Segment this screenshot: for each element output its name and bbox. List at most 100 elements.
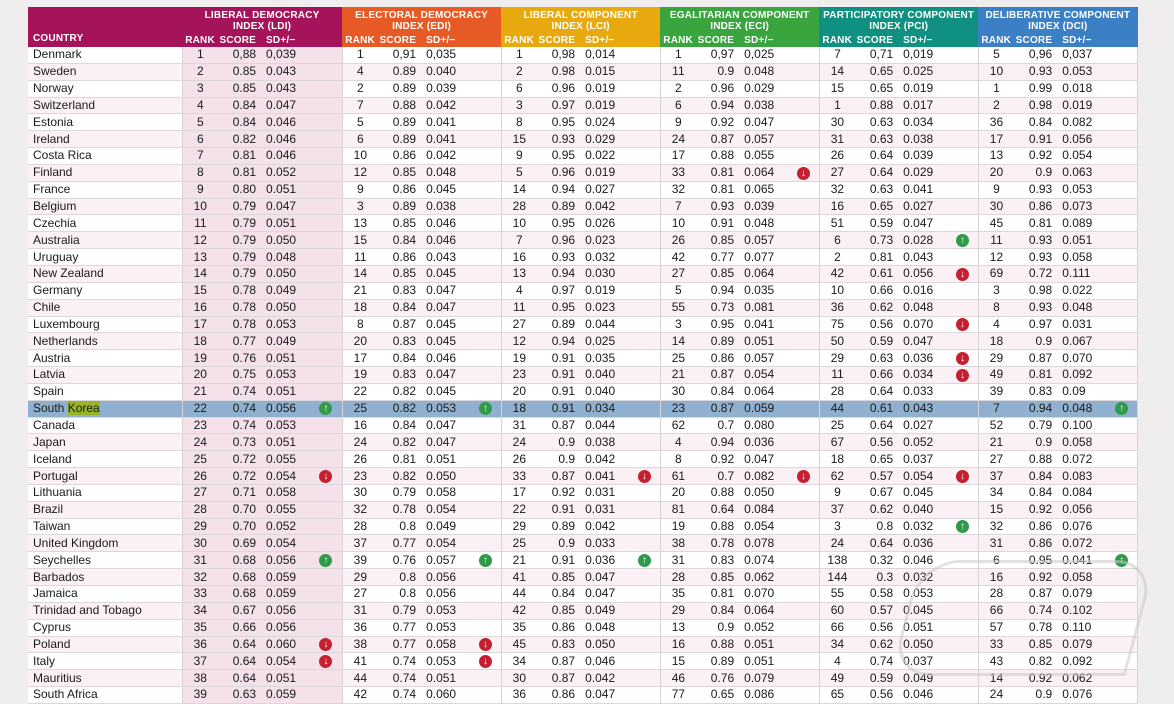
table-row[interactable]: Spain 21 0.74 0.051 22 0.82 0.045 20 0.91 0.040 30… (28, 383, 1139, 401)
ldi-trend (310, 366, 343, 384)
eci-sd: 0.065 (738, 181, 789, 199)
table-row[interactable]: Norway 3 0.85 0.043 2 0.89 0.039 6 0.96 0.019 2 0.9… (28, 80, 1139, 98)
eci-sd: 0.051 (738, 636, 789, 654)
ldi-rank: 12 (182, 231, 219, 250)
table-row[interactable]: United Kingdom 30 0.69 0.054 37 0.77 0.054 25 0.… (28, 534, 1139, 553)
pci-sd: 0.036 (897, 534, 948, 553)
table-row[interactable]: Chile 16 0.78 0.050 18 0.84 0.047 11 0.95 0.023 55… (28, 299, 1139, 317)
country-name: Costa Rica (28, 147, 183, 165)
eci-trend (788, 265, 820, 283)
table-row[interactable]: Lithuania 27 0.71 0.058 30 0.79 0.058 17 0.92 0.0… (28, 484, 1139, 502)
table-row[interactable]: Australia 12 0.79 0.050 15 0.84 0.046 7 0.96 0.02… (28, 231, 1139, 250)
ldi-sd: 0.050 (260, 265, 311, 283)
country-name: Iceland (28, 450, 183, 469)
pci-trend (947, 181, 979, 199)
table-row[interactable]: South Korea 22 0.74 0.056 ↑ 25 0.82 0.053 ↑ 18 0.9… (28, 400, 1139, 418)
table-row[interactable]: Czechia 11 0.79 0.051 13 0.85 0.046 10 0.95 0.026… (28, 214, 1139, 233)
lci-trend (629, 164, 661, 182)
lci-score: 0.87 (537, 669, 580, 688)
table-row[interactable]: Uruguay 13 0.79 0.048 11 0.86 0.043 16 0.93 0.032… (28, 248, 1139, 266)
table-row[interactable]: Italy 37 0.64 0.054 ↓ 41 0.74 0.053 ↓ 34 0.87 0.046… (28, 652, 1139, 671)
table-row[interactable]: Austria 19 0.76 0.051 17 0.84 0.046 19 0.91 0.035… (28, 349, 1139, 368)
country-name: South Korea (28, 400, 183, 418)
edi-sd: 0,035 (420, 47, 471, 64)
table-row[interactable]: Switzerland 4 0.84 0.047 7 0.88 0.042 3 0.97 0.01… (28, 97, 1139, 115)
edi-rank: 17 (342, 349, 379, 368)
table-row[interactable]: Trinidad and Tobago 34 0.67 0.056 31 0.79 0.05… (28, 602, 1139, 620)
ldi-rank: 31 (182, 551, 219, 570)
table-row[interactable]: Portugal 26 0.72 0.054 ↓ 23 0.82 0.050 33 0.87 0.0… (28, 467, 1139, 485)
table-row[interactable]: France 9 0.80 0.051 9 0.86 0.045 14 0.94 0.027 32 0… (28, 181, 1139, 199)
ldi-rank: 26 (182, 467, 219, 485)
lci-trend (629, 231, 661, 250)
table-row[interactable]: Mauritius 38 0.64 0.051 44 0.74 0.051 30 0.87 0.0… (28, 669, 1139, 688)
table-row[interactable]: Canada 23 0.74 0.053 16 0.84 0.047 31 0.87 0.044 6… (28, 417, 1139, 435)
lci-score: 0.94 (537, 265, 580, 283)
table-row[interactable]: Cyprus 35 0.66 0.056 36 0.77 0.053 35 0.86 0.048 1… (28, 619, 1139, 637)
table-row[interactable]: Ireland 6 0.82 0.046 6 0.89 0.041 15 0.93 0.029 24… (28, 130, 1139, 149)
lci-rank: 19 (501, 349, 538, 368)
pci-rank: 32 (819, 181, 856, 199)
dci-trend: ↑ (1106, 400, 1139, 418)
table-row[interactable]: Sweden 2 0.85 0.043 4 0.89 0.040 2 0.98 0.015 11 0.… (28, 63, 1139, 81)
dci-rank: 11 (978, 231, 1015, 250)
lci-sd: 0.048 (579, 619, 630, 637)
table-row[interactable]: Luxembourg 17 0.78 0.053 8 0.87 0.045 27 0.89 0.0… (28, 316, 1139, 334)
lci-score: 0.83 (537, 636, 580, 654)
eci-rank: 24 (660, 130, 697, 149)
eci-sd: 0.036 (738, 433, 789, 452)
pci-score: 0.57 (855, 602, 898, 620)
ldi-rank: 20 (182, 366, 219, 384)
table-row[interactable]: Costa Rica 7 0.81 0.046 10 0.86 0.042 9 0.95 0.02… (28, 147, 1139, 165)
pci-score: 0.3 (855, 568, 898, 586)
ldi-trend (310, 299, 343, 317)
country-name: Estonia (28, 113, 183, 132)
table-row[interactable]: Germany 15 0.78 0.049 21 0.83 0.047 4 0.97 0.019 5… (28, 282, 1139, 300)
pci-rank: 51 (819, 214, 856, 233)
table-row[interactable]: Poland 36 0.64 0.060 ↓ 38 0.77 0.058 ↓ 45 0.83 0.05… (28, 636, 1139, 654)
ldi-trend: ↓ (310, 652, 343, 671)
lci-trend (629, 501, 661, 519)
table-row[interactable]: Taiwan 29 0.70 0.052 28 0.8 0.049 29 0.89 0.042 19… (28, 518, 1139, 536)
lci-score: 0.91 (537, 400, 580, 418)
country-name: Taiwan (28, 518, 183, 536)
table-row[interactable]: Finland 8 0.81 0.052 12 0.85 0.048 5 0.96 0.019 33… (28, 164, 1139, 182)
country-name: New Zealand (28, 265, 183, 283)
table-row[interactable]: Seychelles 31 0.68 0.056 ↑ 39 0.76 0.057 ↑ 21 0.91… (28, 551, 1139, 570)
pci-trend (947, 534, 979, 553)
country-name: Barbados (28, 568, 183, 586)
dci-trend (1106, 147, 1139, 165)
table-row[interactable]: Brazil 28 0.70 0.055 32 0.78 0.054 22 0.91 0.031 8… (28, 501, 1139, 519)
edi-score: 0.89 (378, 113, 421, 132)
lci-sd: 0.042 (579, 198, 630, 216)
country-name: Italy (28, 652, 183, 671)
country-name: Luxembourg (28, 316, 183, 334)
table-row[interactable]: Belgium 10 0.79 0.047 3 0.89 0.038 28 0.89 0.042 7… (28, 198, 1139, 216)
table-row[interactable]: Jamaica 33 0.68 0.059 27 0.8 0.056 44 0.84 0.047 3… (28, 585, 1139, 603)
edi-sd: 0.053 (420, 400, 471, 418)
dci-sd: 0.067 (1056, 332, 1107, 351)
table-row[interactable]: Iceland 25 0.72 0.055 26 0.81 0.051 26 0.9 0.042 8… (28, 450, 1139, 469)
table-row[interactable]: Japan 24 0.73 0.051 24 0.82 0.047 24 0.9 0.038 4 0.… (28, 433, 1139, 452)
eci-trend (788, 551, 820, 570)
table-row[interactable]: Estonia 5 0.84 0.046 5 0.89 0.041 8 0.95 0.024 9 0.… (28, 113, 1139, 132)
ldi-rank: 16 (182, 299, 219, 317)
table-row[interactable]: South Africa 39 0.63 0.059 42 0.74 0.060 36 0.86… (28, 686, 1139, 704)
table-row[interactable]: Netherlands 18 0.77 0.049 20 0.83 0.045 12 0.94 0… (28, 332, 1139, 351)
lci-trend (629, 332, 661, 351)
dci-score: 0.93 (1014, 248, 1057, 266)
eci-trend (788, 518, 820, 536)
dci-sd: 0.072 (1056, 534, 1107, 553)
lci-rank: 44 (501, 585, 538, 603)
table-row[interactable]: Denmark 1 0,88 0,039 1 0,91 0,035 1 0,98 0,014 1 0,… (28, 47, 1139, 64)
ldi-title-line1: LIBERAL DEMOCRACY (204, 10, 320, 21)
dci-trend (1106, 602, 1139, 620)
dci-rank: 31 (978, 534, 1015, 553)
pci-rank: 50 (819, 332, 856, 351)
dci-sd: 0.089 (1056, 214, 1107, 233)
table-row[interactable]: Latvia 20 0.75 0.053 19 0.83 0.047 23 0.91 0.040 2… (28, 366, 1139, 384)
table-row[interactable]: New Zealand 14 0.79 0.050 14 0.85 0.045 13 0.94 0… (28, 265, 1139, 283)
pci-sd: 0.029 (897, 164, 948, 182)
table-row[interactable]: Barbados 32 0.68 0.059 29 0.8 0.056 41 0.85 0.047… (28, 568, 1139, 586)
pci-sd: 0.041 (897, 181, 948, 199)
